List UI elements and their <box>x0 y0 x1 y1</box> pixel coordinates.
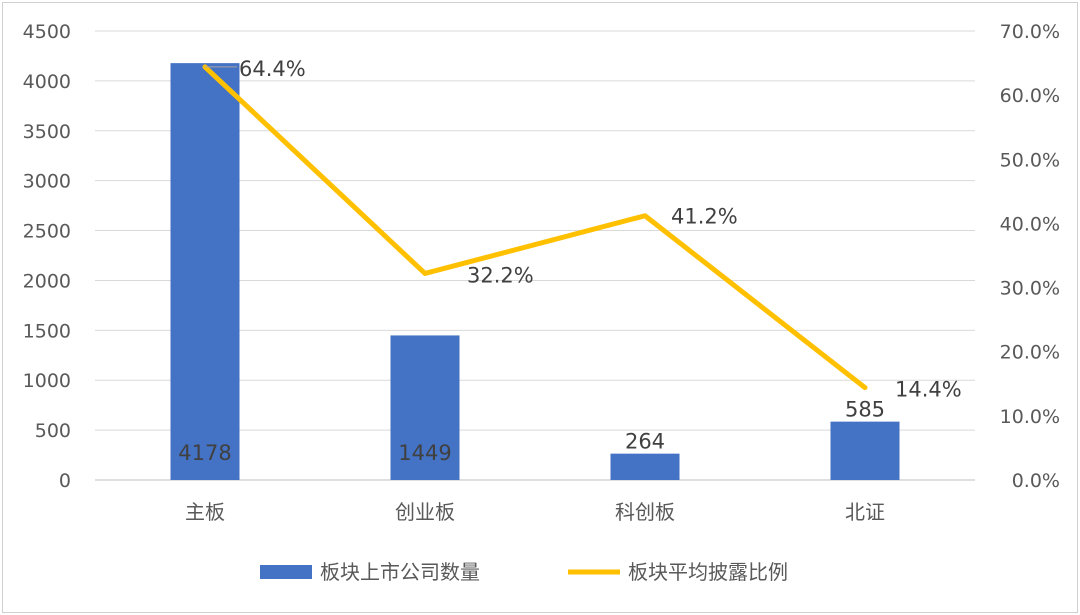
gridlines <box>95 30 975 481</box>
y-left-tick-label: 2500 <box>23 221 71 243</box>
y-left-tick-label: 500 <box>35 420 71 442</box>
bar-data-label: 264 <box>625 430 665 454</box>
y-right-tick-label: 10.0% <box>1000 406 1060 428</box>
series-line <box>202 64 868 391</box>
bar-series <box>170 63 900 480</box>
bar-data-label: 585 <box>845 398 885 422</box>
x-category-label: 科创板 <box>615 500 675 524</box>
y-right-tick-label: 20.0% <box>1000 342 1060 364</box>
y-left-tick-label: 4000 <box>23 71 71 93</box>
y-right-tick-label: 0.0% <box>1012 470 1060 492</box>
legend-line-label: 板块平均披露比例 <box>628 560 788 584</box>
legend: 板块上市公司数量 板块平均披露比例 <box>260 560 788 584</box>
y-left-tick-label: 2000 <box>23 270 71 292</box>
line-data-label: 32.2% <box>467 263 534 287</box>
data-labels: 4178 1449 264 585 64.4% 32.2% 41.2% 14.4% <box>178 57 961 465</box>
y-left-tick-label: 1000 <box>23 370 71 392</box>
y-right-tick-label: 40.0% <box>1000 213 1060 235</box>
x-category-label: 主板 <box>185 500 225 524</box>
y-right-tick-label: 70.0% <box>1000 21 1060 43</box>
bar <box>170 63 240 480</box>
bar-data-label: 1449 <box>398 441 451 465</box>
y-left-tick-label: 0 <box>59 470 71 492</box>
y-left-tick-label: 3500 <box>23 121 71 143</box>
y-left-tick-label: 1500 <box>23 320 71 342</box>
line-data-label: 14.4% <box>895 378 962 402</box>
bar <box>390 335 460 480</box>
line-series <box>202 64 868 391</box>
y-left-tick-label: 4500 <box>23 21 71 43</box>
line-data-label: 41.2% <box>671 205 738 229</box>
x-category-label: 北证 <box>845 500 885 524</box>
bar <box>830 421 900 480</box>
legend-bar-swatch <box>260 565 312 579</box>
bar-data-label: 4178 <box>178 441 231 465</box>
y-right-tick-label: 30.0% <box>1000 278 1060 300</box>
y-right-tick-label: 50.0% <box>1000 149 1060 171</box>
y-right-tick-label: 60.0% <box>1000 85 1060 107</box>
axis-labels: 0 500 1000 1500 2000 2500 3000 3500 4000 4500 0.0%… <box>23 21 1060 524</box>
legend-bar-label: 板块上市公司数量 <box>320 560 480 584</box>
bar <box>610 453 680 480</box>
line-data-label: 64.4% <box>239 57 306 81</box>
x-category-label: 创业板 <box>395 500 455 524</box>
y-left-tick-label: 3000 <box>23 171 71 193</box>
